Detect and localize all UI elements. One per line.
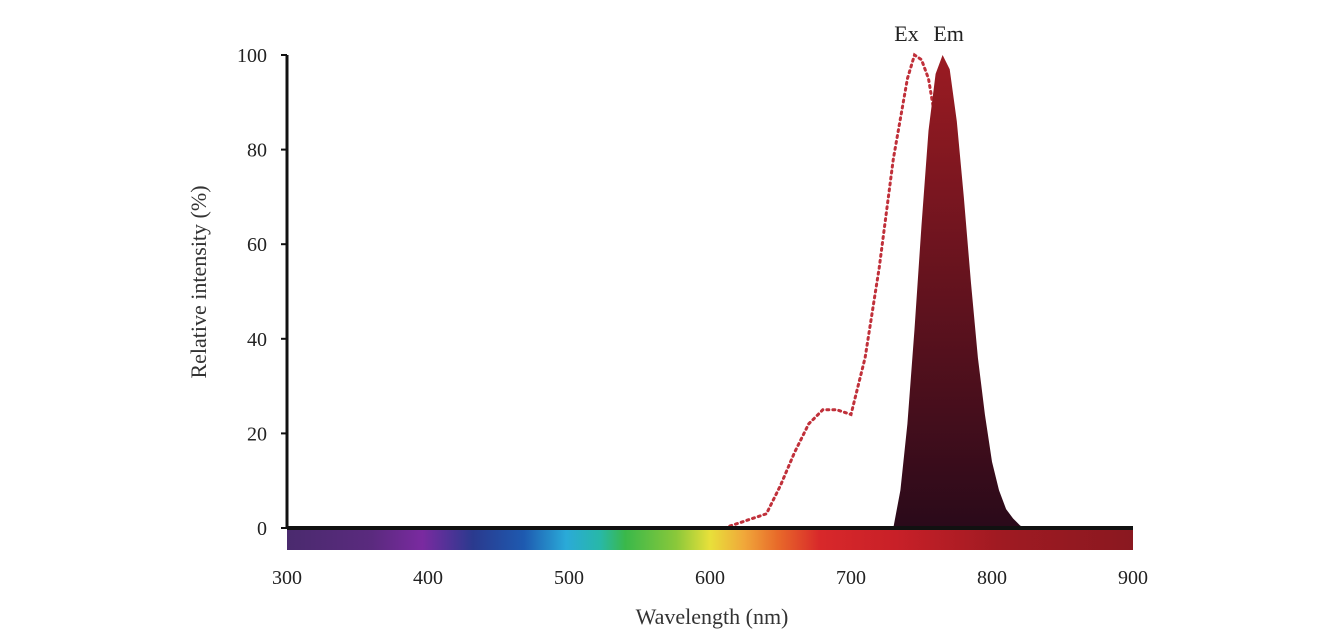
y-axis-title: Relative intensity (%) — [186, 185, 211, 378]
plot-area — [287, 52, 1133, 550]
x-tick-label: 900 — [1118, 567, 1148, 589]
y-tick-label: 40 — [247, 329, 267, 351]
series-label-ex: Ex — [894, 21, 918, 46]
spectrum-bar — [287, 528, 1133, 550]
x-tick-label: 600 — [695, 567, 725, 589]
y-tick-label: 80 — [247, 140, 267, 162]
x-tick-label: 400 — [413, 567, 443, 589]
x-tick-label: 800 — [977, 567, 1007, 589]
y-tick-label: 60 — [247, 234, 267, 256]
axes — [281, 54, 1133, 530]
series-label-em: Em — [933, 21, 964, 46]
x-axis-title: Wavelength (nm) — [636, 604, 789, 629]
y-tick-label: 20 — [247, 423, 267, 445]
labels: Ex Em 0 20 40 60 80 100 300 400 500 600 700 800 900 — [237, 21, 1148, 589]
x-tick-label: 700 — [836, 567, 866, 589]
series-em-area — [893, 55, 1028, 528]
y-tick-label: 100 — [237, 45, 267, 67]
x-tick-label: 300 — [272, 567, 302, 589]
y-tick-label: 0 — [257, 518, 267, 540]
x-tick-label: 500 — [554, 567, 584, 589]
